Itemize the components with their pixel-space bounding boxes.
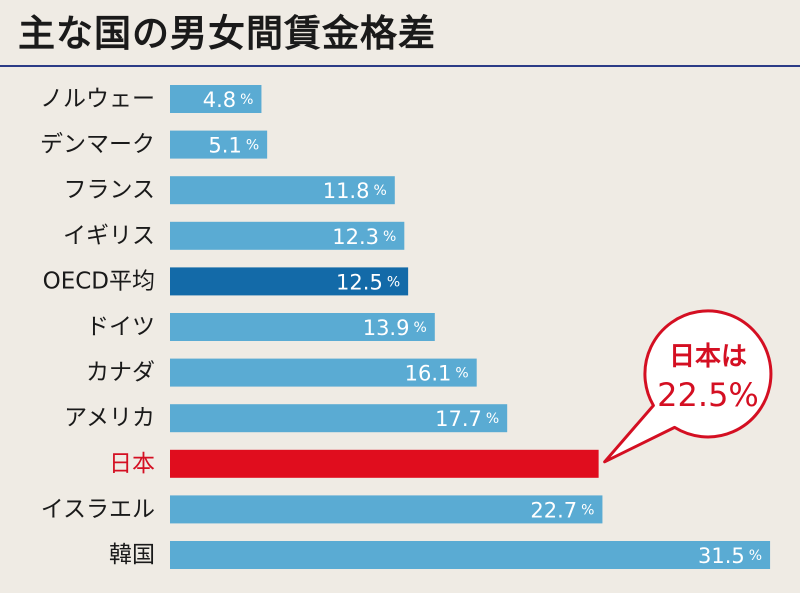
value-unit: % <box>455 366 468 382</box>
category-label: カナダ <box>86 360 155 386</box>
bar <box>170 85 262 113</box>
value-number: 12.5 <box>336 270 383 294</box>
bar <box>170 495 603 524</box>
value-number: 12.3 <box>332 225 379 249</box>
value-unit: % <box>383 229 396 245</box>
value-label: 5.1% <box>208 134 259 158</box>
value-number: 16.1 <box>405 362 452 386</box>
callout-bubble <box>603 309 773 464</box>
value-label: 13.9% <box>363 316 427 340</box>
category-label: アメリカ <box>64 405 155 431</box>
value-unit: % <box>373 183 386 199</box>
bar <box>170 267 409 296</box>
bar <box>170 404 508 433</box>
value-number: 11.8 <box>323 179 370 203</box>
value-label: 16.1% <box>405 362 469 386</box>
bar <box>170 313 435 341</box>
value-number: 4.8 <box>203 88 236 112</box>
category-label: 日本 <box>109 451 155 477</box>
value-label: 12.3% <box>332 225 396 249</box>
value-number: 5.1 <box>208 134 241 158</box>
category-label: OECD平均 <box>43 268 155 294</box>
value-number: 31.5 <box>698 544 745 568</box>
category-label: ドイツ <box>86 314 155 340</box>
value-label: 17.7% <box>435 407 499 431</box>
bar <box>170 541 771 569</box>
callout-text-line2: 22.5% <box>657 376 759 414</box>
title-divider <box>0 65 800 67</box>
value-unit: % <box>581 502 594 518</box>
bar <box>170 176 395 205</box>
bar <box>170 221 405 250</box>
value-unit: % <box>387 274 400 290</box>
value-number: 17.7 <box>435 407 482 431</box>
category-label: デンマーク <box>40 132 155 158</box>
category-label: 韓国 <box>109 542 155 568</box>
category-label: イギリス <box>63 223 155 249</box>
value-unit: % <box>413 320 426 336</box>
value-number: 22.7 <box>530 498 577 522</box>
chart-title: 主な国の男女間賃金格差 <box>18 12 436 55</box>
value-unit: % <box>486 411 499 427</box>
bar <box>170 449 599 478</box>
category-label: イスラエル <box>41 496 155 522</box>
callout-text-line1: 日本は <box>669 342 747 372</box>
value-unit: % <box>749 548 762 564</box>
value-label: 12.5% <box>336 270 400 294</box>
value-label: 22.7% <box>530 498 594 522</box>
category-label: フランス <box>63 177 155 203</box>
bar <box>170 358 477 387</box>
bar <box>170 130 268 159</box>
value-label: 31.5% <box>698 544 762 568</box>
value-unit: % <box>240 92 253 108</box>
value-number: 13.9 <box>363 316 410 340</box>
value-unit: % <box>246 138 259 154</box>
category-label: ノルウェー <box>40 86 155 112</box>
value-label: 11.8% <box>323 179 387 203</box>
value-label: 4.8% <box>203 88 254 112</box>
